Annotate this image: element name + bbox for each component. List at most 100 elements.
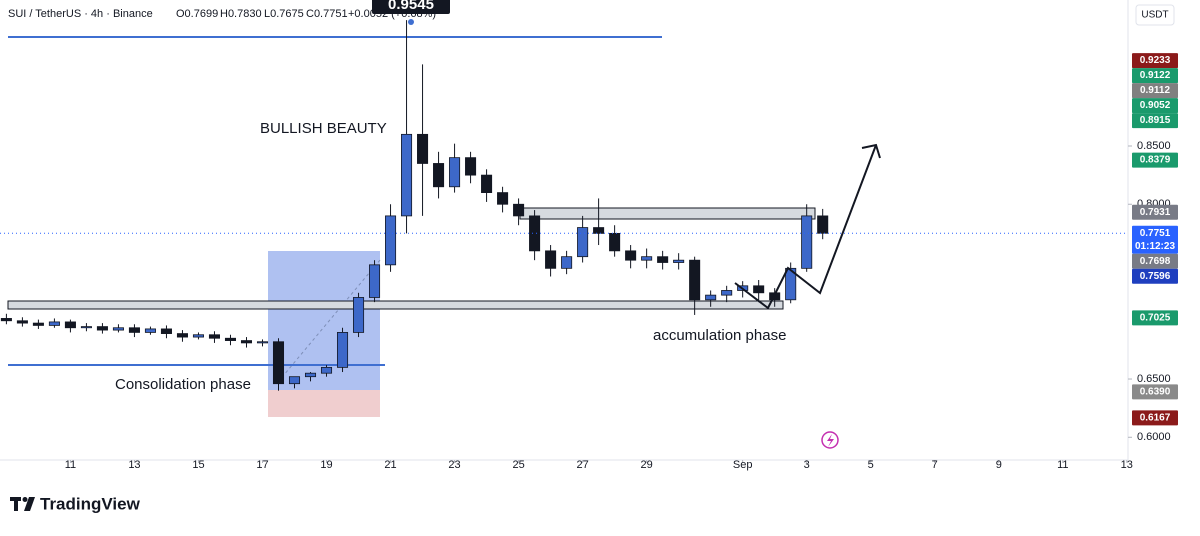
countdown: 01:12:23 xyxy=(1135,241,1175,252)
ohlc-close: C0.7751 xyxy=(306,8,348,20)
ohlc-high: H0.7830 xyxy=(220,8,262,20)
x-tick-label: 11 xyxy=(1057,459,1068,471)
price-label: 0.9112 xyxy=(1140,85,1170,96)
candle-body xyxy=(529,215,541,252)
ohlc-change: +0.0052 (+0.68%) xyxy=(348,8,436,20)
currency-button[interactable] xyxy=(1135,4,1175,26)
x-tick-label: 27 xyxy=(576,459,588,471)
annotation: Consolidation phase xyxy=(115,376,251,393)
plot-area: 0.9545 BULLISH BEAUTY Consolidation phas… xyxy=(0,0,1128,449)
candle-body xyxy=(449,157,461,188)
x-tick-label: 7 xyxy=(932,459,938,471)
x-tick-label: 17 xyxy=(256,459,268,471)
candle-body xyxy=(577,227,589,258)
stop-box xyxy=(268,390,380,417)
candle-body xyxy=(224,337,237,341)
logo-part xyxy=(24,497,35,511)
y-tick-label: 0.6000 xyxy=(1137,431,1171,443)
candle-body xyxy=(753,285,765,294)
peak-label-box xyxy=(372,0,450,14)
annotation: BULLISH BEAUTY xyxy=(260,120,387,137)
footer: TradingView xyxy=(10,494,141,513)
candle-body xyxy=(705,294,717,301)
support-zone xyxy=(7,300,784,310)
price-label: 0.7596 xyxy=(1140,271,1171,282)
candle-body xyxy=(304,372,317,378)
price-label: 0.8379 xyxy=(1140,155,1171,166)
price-label-box xyxy=(1132,53,1178,69)
candle-body xyxy=(272,341,285,385)
annotation: accumulation phase xyxy=(653,327,786,344)
price-label: 0.7751 xyxy=(1140,228,1171,239)
brand: TradingView xyxy=(40,494,141,513)
candle-body xyxy=(16,320,28,324)
candle-body xyxy=(497,192,509,205)
x-tick-label: 19 xyxy=(320,459,332,471)
candle-body xyxy=(657,256,669,263)
candle-body xyxy=(208,334,220,339)
candle-body xyxy=(256,341,269,344)
x-tick-label: 9 xyxy=(996,459,1002,471)
logo-part xyxy=(22,497,28,502)
candle-body xyxy=(128,327,140,333)
candle-body xyxy=(817,215,829,234)
alert-icon[interactable] xyxy=(821,431,839,449)
alert-icon-bolt xyxy=(827,434,834,447)
candle-body xyxy=(465,157,477,176)
price-label-box xyxy=(1132,384,1178,400)
price-label: 0.7025 xyxy=(1140,312,1171,323)
candle-body xyxy=(593,227,605,234)
peak-dot xyxy=(408,19,414,25)
candle-body xyxy=(96,326,108,331)
candle-body xyxy=(609,232,621,252)
candle-body xyxy=(801,215,813,269)
candle-body xyxy=(641,256,653,261)
x-tick-label: 21 xyxy=(384,459,396,471)
candle-body xyxy=(288,376,301,385)
price-label-box xyxy=(1132,225,1178,254)
candle-body xyxy=(417,133,429,164)
price-label-box xyxy=(1132,410,1178,426)
candle-body xyxy=(673,259,685,263)
candle-body xyxy=(192,334,204,338)
candle-body xyxy=(353,297,365,333)
price-label: 0.9233 xyxy=(1140,55,1171,66)
x-tick-label: 5 xyxy=(868,459,874,471)
x-tick-label: 11 xyxy=(65,459,76,471)
resistance-zone xyxy=(519,207,816,220)
candle-body xyxy=(513,203,525,217)
logo-part xyxy=(14,497,18,511)
candle-body xyxy=(112,327,124,331)
candle-body xyxy=(369,264,381,298)
price-label-box xyxy=(1132,152,1178,168)
price-label: 0.6167 xyxy=(1140,412,1171,423)
ohlc-open: O0.7699 xyxy=(176,8,218,20)
candle-body xyxy=(240,340,253,344)
projection-path xyxy=(734,144,877,310)
x-tick-label: 23 xyxy=(448,459,460,471)
currency: USDT xyxy=(1141,10,1168,21)
price-label-box xyxy=(1132,83,1178,99)
y-tick-label: 0.6500 xyxy=(1137,373,1171,385)
price-label: 0.7931 xyxy=(1140,207,1171,218)
symbol: SUI / TetherUS · 4h · Binance xyxy=(8,8,153,20)
candle-body xyxy=(625,250,637,261)
x-tick-label: 29 xyxy=(641,459,653,471)
candle-body xyxy=(433,163,445,188)
candle-body xyxy=(385,215,397,266)
price-label-box xyxy=(1132,98,1178,114)
ohlc-low: L0.7675 xyxy=(264,8,304,20)
price-label: 0.9052 xyxy=(1140,100,1171,111)
price-label-box xyxy=(1132,113,1178,129)
x-tick-label: 25 xyxy=(512,459,524,471)
price-label-box xyxy=(1132,310,1178,326)
x-tick-label: 13 xyxy=(1121,459,1133,471)
peak-label: 0.9545 xyxy=(388,0,434,13)
price-label-box xyxy=(1132,253,1178,269)
candle-body xyxy=(320,366,333,374)
candle-body xyxy=(48,321,60,326)
price-label: 0.8915 xyxy=(1140,115,1171,126)
candle-body xyxy=(401,133,413,217)
